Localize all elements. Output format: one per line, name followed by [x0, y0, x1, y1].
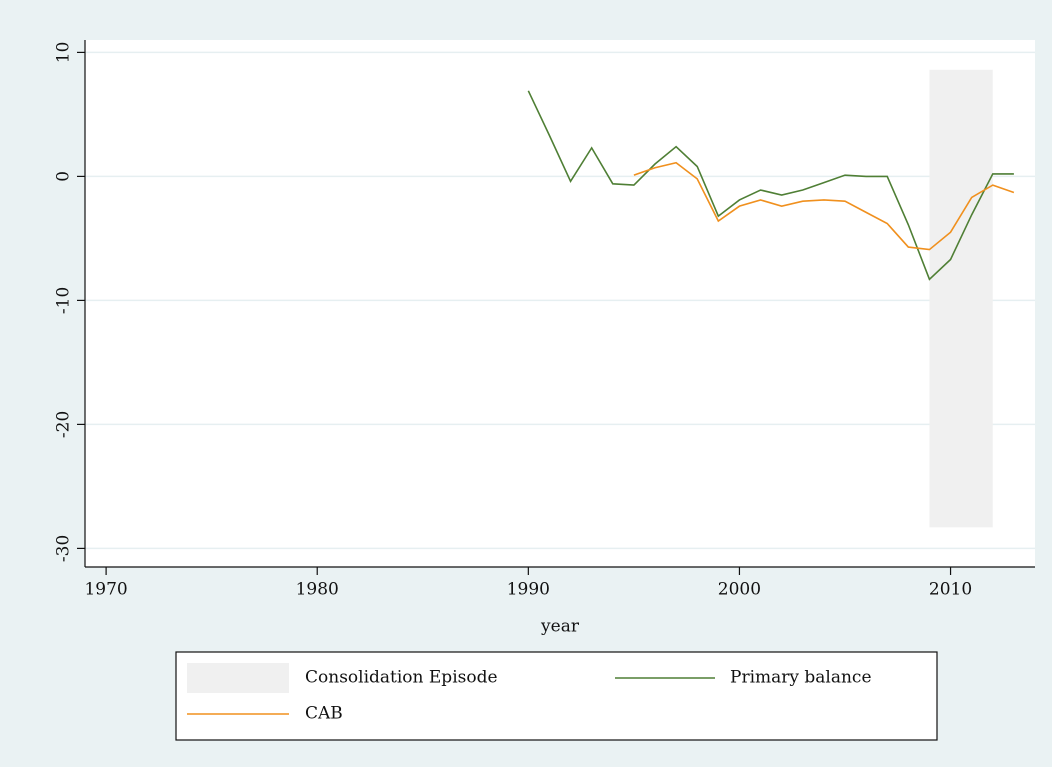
- series-line: [527, 90, 1014, 281]
- y-tick-label: 10: [54, 42, 74, 64]
- y-tick-label: -20: [54, 411, 74, 438]
- x-tick-label: 1980: [296, 580, 339, 600]
- legend-label: CAB: [305, 704, 343, 724]
- x-tick-label: 1970: [84, 580, 127, 600]
- legend-label: Primary balance: [730, 668, 872, 688]
- plot-area: [85, 40, 1035, 567]
- series-line: [633, 161, 1015, 251]
- x-tick-label: 1990: [507, 580, 550, 600]
- consolidation-shade: [929, 69, 993, 528]
- y-tick-label: 0: [54, 171, 74, 182]
- legend: [175, 651, 938, 741]
- legend-swatch: [187, 663, 289, 693]
- x-axis-label: year: [540, 617, 580, 637]
- y-tick-label: -30: [54, 535, 74, 562]
- x-tick-label: 2010: [929, 580, 972, 600]
- legend-label: Consolidation Episode: [305, 668, 498, 688]
- x-tick-label: 2000: [718, 580, 761, 600]
- y-tick-label: -10: [54, 287, 74, 314]
